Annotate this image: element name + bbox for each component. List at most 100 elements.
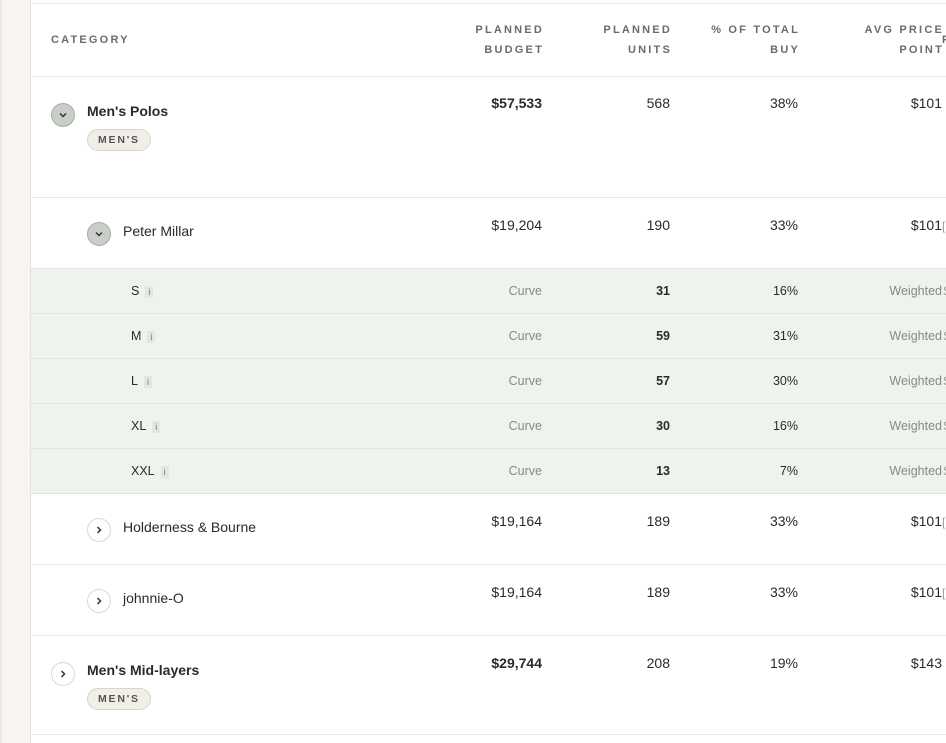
size-pct: 7% <box>779 464 798 478</box>
clipped-cell: [ <box>942 219 946 233</box>
collapse-toggle[interactable] <box>51 103 75 127</box>
size-row[interactable]: XL i Curve 30 16% Weighted S <box>31 404 946 449</box>
planned-budget: $19,164 <box>491 513 542 529</box>
planned-budget: $29,744 <box>491 655 542 671</box>
header-budget-line2[interactable]: BUDGET <box>484 44 544 56</box>
category-row-mens-mid-layers[interactable]: Men's Mid-layers MEN'S $29,744 208 19% $… <box>31 636 946 735</box>
size-pct: 16% <box>772 419 798 433</box>
size-units[interactable]: 13 <box>656 464 670 478</box>
size-pct: 30% <box>772 374 798 388</box>
expand-toggle[interactable] <box>87 589 111 613</box>
size-label-text: L <box>131 374 138 388</box>
size-pct: 16% <box>772 284 798 298</box>
table-header: CATEGORY PLANNED BUDGET PLANNED UNITS % … <box>31 4 946 77</box>
size-avg-method: Weighted <box>889 374 942 388</box>
chevron-right-icon <box>96 597 102 605</box>
expand-toggle[interactable] <box>51 662 75 686</box>
chevron-down-icon <box>95 231 103 237</box>
size-units[interactable]: 59 <box>656 329 670 343</box>
size-budget-method: Curve <box>508 329 542 343</box>
planned-units: 190 <box>646 217 670 233</box>
size-label: XL i <box>131 419 161 433</box>
pct-of-total-buy: 33% <box>769 217 798 233</box>
info-icon[interactable]: i <box>143 375 152 388</box>
size-units[interactable]: 57 <box>656 374 670 388</box>
info-icon[interactable]: i <box>160 465 169 478</box>
collapse-toggle[interactable] <box>87 222 111 246</box>
avg-price-point: $101 <box>910 513 942 529</box>
clipped-cell: S <box>943 464 946 478</box>
size-row[interactable]: Mi Curve 59 31% Weighted S <box>31 314 946 359</box>
header-units-line2[interactable]: UNITS <box>628 44 672 56</box>
chevron-right-icon <box>96 526 102 534</box>
planned-units: 568 <box>646 95 670 111</box>
size-avg-method: Weighted <box>889 419 942 433</box>
clipped-cell: [ <box>942 515 946 529</box>
size-row[interactable]: Si Curve 31 16% Weighted S <box>31 269 946 314</box>
vendor-name: johnnie-O <box>123 590 184 606</box>
category-tag-badge: MEN'S <box>87 688 151 710</box>
clipped-cell: [ <box>942 586 946 600</box>
size-row[interactable]: XXL i Curve 13 7% Weighted S <box>31 449 946 494</box>
size-label-text: XXL <box>131 464 155 478</box>
header-avg-line2[interactable]: POINT <box>899 44 944 56</box>
avg-price-point: $101 <box>910 217 942 233</box>
pct-of-total-buy: 38% <box>769 95 798 111</box>
vendor-row-peter-millar[interactable]: Peter Millar $19,204 190 33% $101 [ <box>31 198 946 269</box>
gutter-edge <box>0 0 2 743</box>
size-budget-method: Curve <box>508 374 542 388</box>
header-pct-line2[interactable]: BUY <box>770 44 800 56</box>
expand-toggle[interactable] <box>87 518 111 542</box>
size-budget-method: Curve <box>508 419 542 433</box>
info-icon[interactable]: i <box>152 420 161 433</box>
header-budget-line1[interactable]: PLANNED <box>475 24 544 36</box>
size-label: XXL i <box>131 464 169 478</box>
vendor-name: Holderness & Bourne <box>123 519 257 535</box>
size-row[interactable]: Li Curve 57 30% Weighted S <box>31 359 946 404</box>
table-top-border <box>31 3 946 4</box>
clipped-cell: S <box>943 284 946 298</box>
size-avg-method: Weighted <box>889 329 942 343</box>
vendor-row-holderness-bourne[interactable]: Holderness & Bourne $19,164 189 33% $101… <box>31 494 946 565</box>
info-icon[interactable]: i <box>147 330 156 343</box>
chevron-down-icon <box>59 112 67 118</box>
header-units-line1[interactable]: PLANNED <box>603 24 672 36</box>
planned-units: 189 <box>646 584 670 600</box>
clipped-cell: S <box>943 329 946 343</box>
size-units[interactable]: 30 <box>656 419 670 433</box>
avg-price-point: $143 <box>910 655 942 671</box>
vendor-row-johnnie-o[interactable]: johnnie-O $19,164 189 33% $101 [ <box>31 565 946 636</box>
header-clipped-column: F <box>942 30 946 50</box>
category-tag-badge: MEN'S <box>87 129 151 151</box>
header-pct-line1[interactable]: % OF TOTAL <box>711 24 800 36</box>
size-label-text: S <box>131 284 140 298</box>
size-avg-method: Weighted <box>889 464 942 478</box>
chevron-right-icon <box>60 670 66 678</box>
category-name: Men's Mid-layers <box>87 662 200 678</box>
planned-budget: $57,533 <box>491 95 542 111</box>
size-budget-method: Curve <box>508 464 542 478</box>
buy-plan-table: CATEGORY PLANNED BUDGET PLANNED UNITS % … <box>31 0 946 743</box>
info-icon[interactable]: i <box>145 285 154 298</box>
clipped-cell: S <box>943 374 946 388</box>
avg-price-point: $101 <box>910 584 942 600</box>
left-gutter <box>0 0 31 743</box>
size-pct: 31% <box>772 329 798 343</box>
pct-of-total-buy: 19% <box>769 655 798 671</box>
planned-budget: $19,164 <box>491 584 542 600</box>
category-name: Men's Polos <box>87 103 169 119</box>
size-units[interactable]: 31 <box>656 284 670 298</box>
avg-price-point: $101 <box>910 95 942 111</box>
category-row-mens-polos[interactable]: Men's Polos MEN'S $57,533 568 38% $101 <box>31 77 946 198</box>
header-avg-line1[interactable]: AVG PRICE <box>864 24 944 36</box>
header-category[interactable]: CATEGORY <box>51 34 130 46</box>
planned-units: 208 <box>646 655 670 671</box>
planned-budget: $19,204 <box>491 217 542 233</box>
planned-units: 189 <box>646 513 670 529</box>
size-label-text: M <box>131 329 142 343</box>
size-budget-method: Curve <box>508 284 542 298</box>
size-label-text: XL <box>131 419 147 433</box>
